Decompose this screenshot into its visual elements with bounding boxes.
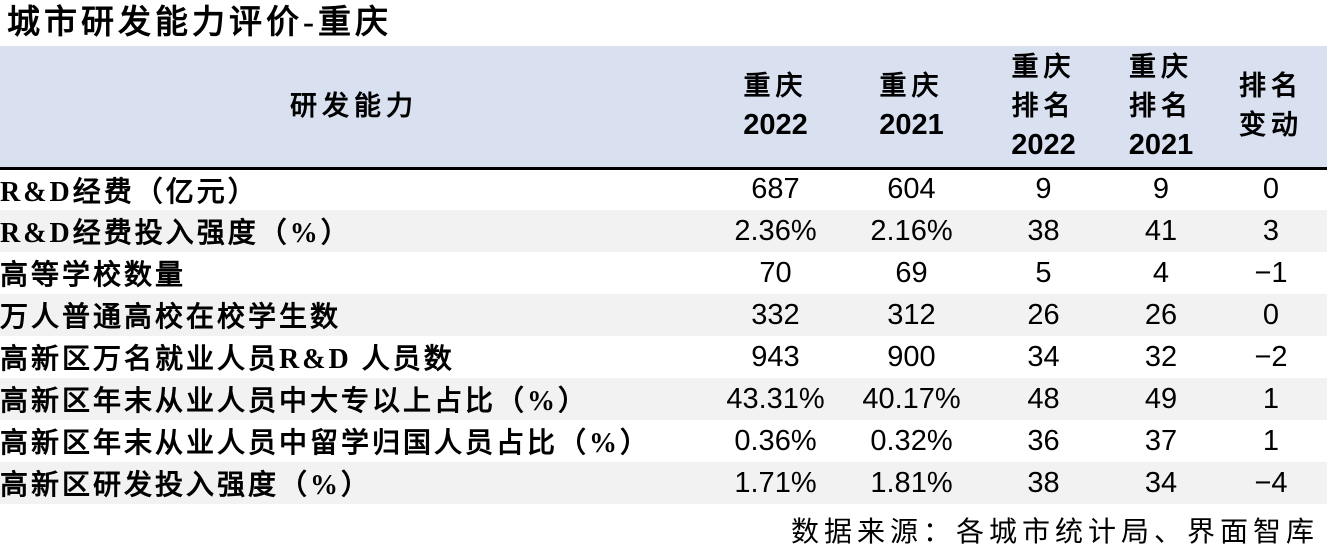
value-cq-2022: 70 bbox=[759, 256, 792, 289]
row-label: R&D经费投入强度（%） bbox=[0, 218, 352, 249]
value-cq-2022: 332 bbox=[751, 298, 800, 331]
value-rank-2022: 38 bbox=[1027, 466, 1060, 499]
table-row: 高等学校数量 70 69 5 4 −1 bbox=[0, 252, 1327, 294]
value-rank-2021: 34 bbox=[1144, 466, 1178, 499]
value-cq-2022: 2.36% bbox=[734, 214, 817, 247]
value-rank-2021: 26 bbox=[1144, 298, 1178, 331]
header-line: 2021 bbox=[879, 109, 944, 142]
value-rank-change: 3 bbox=[1262, 214, 1280, 247]
table-row: 高新区年末从业人员中留学归国人员占比（%） 0.36% 0.32% 36 37 … bbox=[0, 420, 1327, 462]
value-cq-2021: 1.81% bbox=[870, 466, 953, 499]
value-cq-2021: 2.16% bbox=[870, 214, 953, 247]
header-line: 2022 bbox=[1011, 128, 1076, 161]
value-rank-change: 0 bbox=[1262, 298, 1280, 331]
row-label: R&D经费（亿元） bbox=[0, 176, 259, 208]
header-line: 排名 bbox=[1011, 90, 1076, 121]
header-line: 重庆 bbox=[743, 71, 808, 102]
col-header-cq-2022: 重庆 2022 bbox=[708, 46, 843, 170]
row-label: 高新区研发投入强度（%） bbox=[0, 470, 373, 501]
header-row: 研发能力 重庆 2022 重庆 2021 重庆 排名 2022 重庆 排名 bbox=[0, 46, 1327, 170]
value-cq-2022: 943 bbox=[751, 340, 800, 373]
value-rank-change: 1 bbox=[1262, 424, 1280, 457]
table-row: R&D经费投入强度（%） 2.36% 2.16% 38 41 3 bbox=[0, 210, 1327, 252]
row-label: 万人普通高校在校学生数 bbox=[0, 302, 342, 333]
value-rank-change: −4 bbox=[1254, 466, 1288, 499]
table-row: 高新区研发投入强度（%） 1.71% 1.81% 38 34 −4 bbox=[0, 462, 1327, 504]
header-line: 重庆 bbox=[1011, 51, 1076, 82]
value-cq-2021: 604 bbox=[887, 173, 936, 206]
value-rank-2021: 9 bbox=[1152, 173, 1170, 206]
value-rank-change: 0 bbox=[1262, 173, 1280, 206]
value-cq-2022: 687 bbox=[751, 173, 800, 206]
header-line: 排名 bbox=[1129, 90, 1193, 121]
header-line: 重庆 bbox=[1129, 51, 1193, 82]
col-header-rank-2022: 重庆 排名 2022 bbox=[980, 46, 1107, 170]
table-row: 万人普通高校在校学生数 332 312 26 26 0 bbox=[0, 294, 1327, 336]
value-rank-2022: 38 bbox=[1027, 214, 1060, 247]
header-line: 变动 bbox=[1239, 110, 1303, 141]
value-cq-2021: 40.17% bbox=[862, 382, 961, 415]
row-label: 高等学校数量 bbox=[0, 260, 187, 291]
value-cq-2021: 69 bbox=[895, 256, 928, 289]
value-rank-2021: 41 bbox=[1144, 214, 1178, 247]
value-rank-2022: 26 bbox=[1027, 298, 1060, 331]
table-row: R&D经费（亿元） 687 604 9 9 0 bbox=[0, 168, 1327, 210]
value-rank-change: −1 bbox=[1254, 256, 1288, 289]
col-header-rank-2021: 重庆 排名 2021 bbox=[1107, 46, 1215, 170]
value-rank-2022: 5 bbox=[1035, 256, 1052, 289]
value-rank-2021: 37 bbox=[1144, 424, 1178, 457]
col-header-cq-2021: 重庆 2021 bbox=[843, 46, 980, 170]
value-cq-2022: 43.31% bbox=[726, 382, 825, 415]
value-cq-2021: 0.32% bbox=[870, 424, 953, 457]
row-label: 高新区年末从业人员中大专以上占比（%） bbox=[0, 386, 590, 417]
value-cq-2022: 1.71% bbox=[734, 466, 817, 499]
value-rank-change: −2 bbox=[1254, 340, 1288, 373]
value-rank-2022: 9 bbox=[1035, 173, 1052, 206]
value-rank-2022: 36 bbox=[1027, 424, 1060, 457]
header-line: 2022 bbox=[743, 109, 808, 142]
table-body: R&D经费（亿元） 687 604 9 9 0 R&D经费投入强度（%） 2.3… bbox=[0, 168, 1327, 504]
value-rank-2021: 32 bbox=[1144, 340, 1178, 373]
table-header: 研发能力 重庆 2022 重庆 2021 重庆 排名 2022 重庆 排名 bbox=[0, 46, 1327, 170]
value-cq-2022: 0.36% bbox=[734, 424, 817, 457]
page-title: 城市研发能力评价-重庆 bbox=[7, 5, 392, 41]
value-rank-2022: 48 bbox=[1027, 382, 1060, 415]
rd-capability-table: 研发能力 重庆 2022 重庆 2021 重庆 排名 2022 重庆 排名 bbox=[0, 46, 1327, 504]
header-line: 2021 bbox=[1128, 128, 1194, 161]
value-cq-2021: 312 bbox=[887, 298, 936, 331]
header-line: 重庆 bbox=[879, 71, 944, 102]
value-cq-2021: 900 bbox=[887, 340, 936, 373]
row-label: 高新区万名就业人员R&D 人员数 bbox=[0, 344, 455, 375]
header-line: 排名 bbox=[1239, 71, 1303, 102]
col-header-capability-label: 研发能力 bbox=[290, 90, 418, 121]
row-label: 高新区年末从业人员中留学归国人员占比（%） bbox=[0, 428, 652, 459]
data-source: 数据来源：各城市统计局、界面智库 bbox=[790, 517, 1319, 548]
col-header-capability: 研发能力 bbox=[0, 46, 708, 170]
value-rank-change: 1 bbox=[1262, 382, 1280, 415]
value-rank-2021: 49 bbox=[1144, 382, 1178, 415]
table-row: 高新区年末从业人员中大专以上占比（%） 43.31% 40.17% 48 49 … bbox=[0, 378, 1327, 420]
table-row: 高新区万名就业人员R&D 人员数 943 900 34 32 −2 bbox=[0, 336, 1327, 378]
value-rank-2021: 4 bbox=[1152, 256, 1170, 289]
value-rank-2022: 34 bbox=[1027, 340, 1060, 373]
col-header-rank-change: 排名 变动 bbox=[1215, 46, 1327, 170]
